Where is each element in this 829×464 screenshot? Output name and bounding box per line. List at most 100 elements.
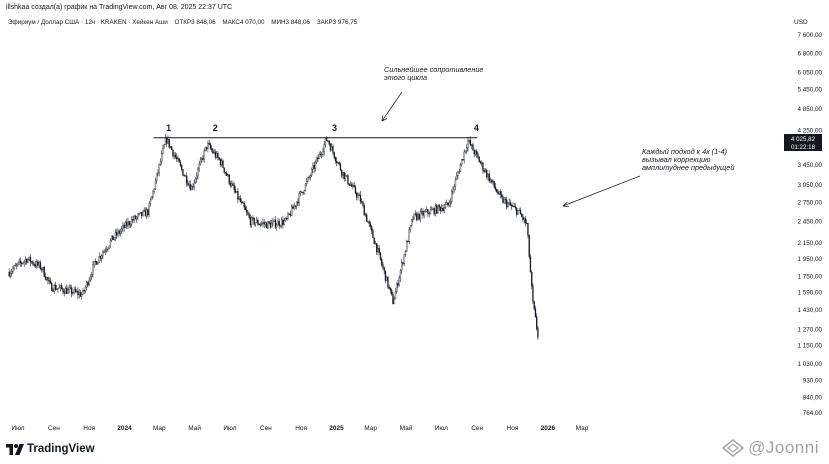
candle-body [472, 144, 474, 151]
candle-body [151, 196, 153, 201]
candle-body [434, 205, 437, 215]
candle-body [504, 199, 507, 201]
candle-body [501, 194, 503, 197]
ohlc-close: ЗАКР3 976,75 [316, 19, 358, 26]
candle-body [76, 290, 78, 293]
candle-body [224, 171, 227, 174]
candle-body [423, 211, 425, 216]
candle-body [149, 199, 152, 204]
candle-body [159, 161, 162, 165]
candle-body [201, 158, 203, 160]
time-axis[interactable]: Июл Сен Ноя 2024 Мар Май Июл Сен Ноя 2025 Мар Май Ию… [11, 424, 588, 432]
candle-body [132, 219, 134, 221]
candle-body [286, 218, 288, 220]
candle-body [51, 282, 53, 291]
candle-body [71, 287, 73, 294]
candle-body [193, 182, 195, 188]
candle-body [41, 268, 43, 270]
candle-body [362, 201, 364, 206]
candle-body [462, 159, 464, 161]
candle-body [106, 249, 108, 251]
candle-body [202, 158, 204, 160]
candle-body [167, 139, 169, 144]
candle-body [437, 204, 439, 214]
candle-body [133, 215, 135, 221]
attribution-text: illshkaa создал(а) график на TradingView… [6, 4, 233, 11]
candle-body [446, 202, 448, 205]
candle-body [142, 210, 144, 217]
candle-body [429, 209, 432, 215]
candle-body [279, 225, 282, 227]
annotation-arrowhead-2 [562, 201, 570, 208]
candle-body [452, 188, 454, 192]
price-tick-label: 2 450,00 [797, 218, 822, 225]
candle-body [479, 161, 482, 164]
candle-body [252, 217, 254, 219]
candle-body [139, 212, 142, 214]
candle-body [483, 170, 485, 172]
candle-body [21, 262, 23, 264]
candle-body [272, 220, 274, 224]
price-tick-label: 1 590,00 [797, 289, 822, 296]
candle-body [346, 175, 348, 177]
candle-body [411, 219, 413, 226]
candle-body [73, 288, 75, 294]
candle-body [491, 179, 493, 183]
touch-label-3: 3 [332, 123, 337, 133]
candle-body [121, 228, 123, 232]
candle-body [37, 261, 39, 266]
price-tick-label: 930,00 [803, 378, 823, 385]
candle-body [311, 168, 313, 176]
candle-body [321, 153, 323, 156]
candle-body [98, 256, 100, 263]
candle-body [78, 292, 80, 296]
candle-body [307, 176, 309, 182]
candle-body [18, 260, 20, 264]
candle-body [137, 214, 139, 218]
candle-body [292, 206, 294, 209]
candle-body [332, 146, 334, 153]
candle-body [119, 230, 122, 234]
candle-body [178, 158, 180, 163]
candle-body [456, 175, 458, 180]
candle-body [391, 290, 393, 295]
candle-body [269, 223, 272, 228]
candle-body [211, 148, 213, 151]
candle-body [61, 285, 63, 289]
candle-body [242, 201, 244, 204]
candle-body [486, 170, 488, 178]
candle-body [477, 153, 479, 158]
candle-body [47, 277, 49, 281]
candle-body [42, 267, 44, 270]
symbol-title[interactable]: Эфириум / Доллар США · 12ч · KRAKEN · Хе… [8, 19, 168, 26]
candle-body [268, 221, 270, 224]
candle-body [433, 208, 435, 215]
candle-body [148, 203, 150, 215]
candle-body [114, 232, 117, 238]
candle-body [156, 173, 158, 182]
candle-body [52, 290, 54, 292]
candle-body [431, 209, 433, 211]
candle-body [191, 186, 193, 191]
candle-body [66, 288, 68, 294]
annotation-corrections-line: Каждый подход к 4к (1-4) [642, 147, 727, 156]
price-tick-label: 5 450,00 [797, 87, 822, 94]
candle-body [416, 213, 418, 220]
bar-countdown: 01:22:18 [791, 144, 816, 151]
price-axis[interactable]: USD 7 600,00 6 800,00 6 050,00 5 450,00 4 85… [794, 19, 822, 417]
candle-body [196, 175, 198, 180]
time-tick-label: Май [188, 424, 201, 432]
candle-body [43, 267, 45, 277]
candle-body [366, 214, 368, 222]
candle-body [324, 138, 327, 145]
candle-body [376, 243, 378, 253]
candle-body [357, 194, 359, 198]
candle-body [256, 219, 258, 223]
candle-body [432, 208, 434, 210]
tradingview-logo[interactable]: TradingView [6, 443, 95, 455]
candle-body [16, 264, 18, 266]
candle-body [33, 264, 35, 266]
candle-body [13, 265, 15, 269]
currency-label: USD [794, 19, 808, 26]
